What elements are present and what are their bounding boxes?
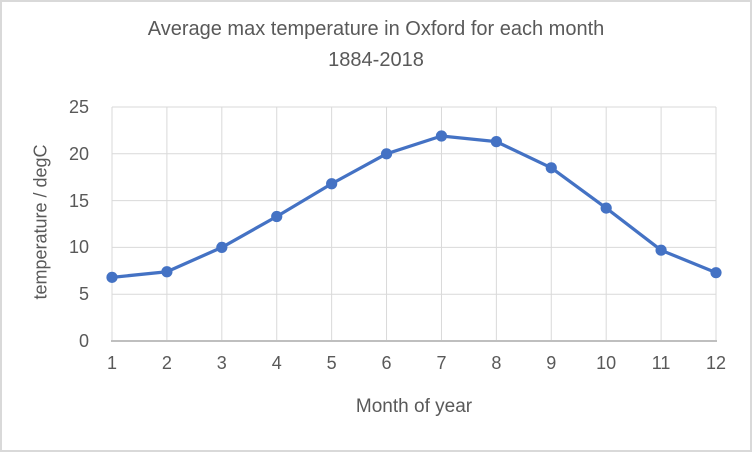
data-point-marker	[271, 210, 283, 223]
series-line	[110, 134, 718, 279]
data-point-marker	[435, 130, 448, 142]
x-tick-label: 12	[705, 353, 727, 373]
x-axis-title: Month of year	[355, 396, 473, 417]
y-axis-title: temperature / degC	[30, 144, 51, 300]
x-tick-label: 2	[161, 353, 172, 373]
x-tick-label: 4	[271, 353, 282, 373]
data-point-marker	[326, 178, 338, 190]
y-tick-label: 10	[68, 237, 89, 258]
chart-title: Average max temperature in Oxford for ea…	[0, 14, 752, 76]
chart-title-line-1: Average max temperature in Oxford for ea…	[147, 18, 605, 40]
x-tick-label: 5	[326, 353, 337, 373]
x-tick-label: 11	[651, 353, 671, 373]
y-tick-label: 25	[68, 97, 89, 117]
x-tick-label: 1	[106, 353, 117, 373]
data-point-marker	[161, 266, 173, 278]
x-tick-label: 10	[596, 353, 617, 373]
x-tick-label: 6	[381, 353, 392, 373]
y-tick-label: 20	[68, 143, 89, 164]
chart-title-line-2: 1884-2018	[328, 49, 424, 71]
x-tick-label: 7	[436, 353, 447, 373]
data-point-marker	[545, 162, 557, 174]
x-tick-label: 9	[546, 353, 557, 373]
data-point-marker	[216, 241, 228, 253]
x-tick-label: 3	[216, 353, 227, 373]
y-tick-label: 0	[78, 331, 89, 351]
data-point-marker	[490, 136, 502, 148]
y-tick-label: 15	[68, 190, 89, 211]
data-point-marker	[380, 148, 393, 160]
data-point-marker	[106, 271, 118, 283]
x-tick-label: 8	[491, 353, 502, 373]
y-tick-label: 5	[78, 284, 89, 305]
data-point-marker	[600, 202, 612, 214]
data-point-marker	[710, 267, 722, 279]
data-point-marker	[655, 244, 667, 256]
